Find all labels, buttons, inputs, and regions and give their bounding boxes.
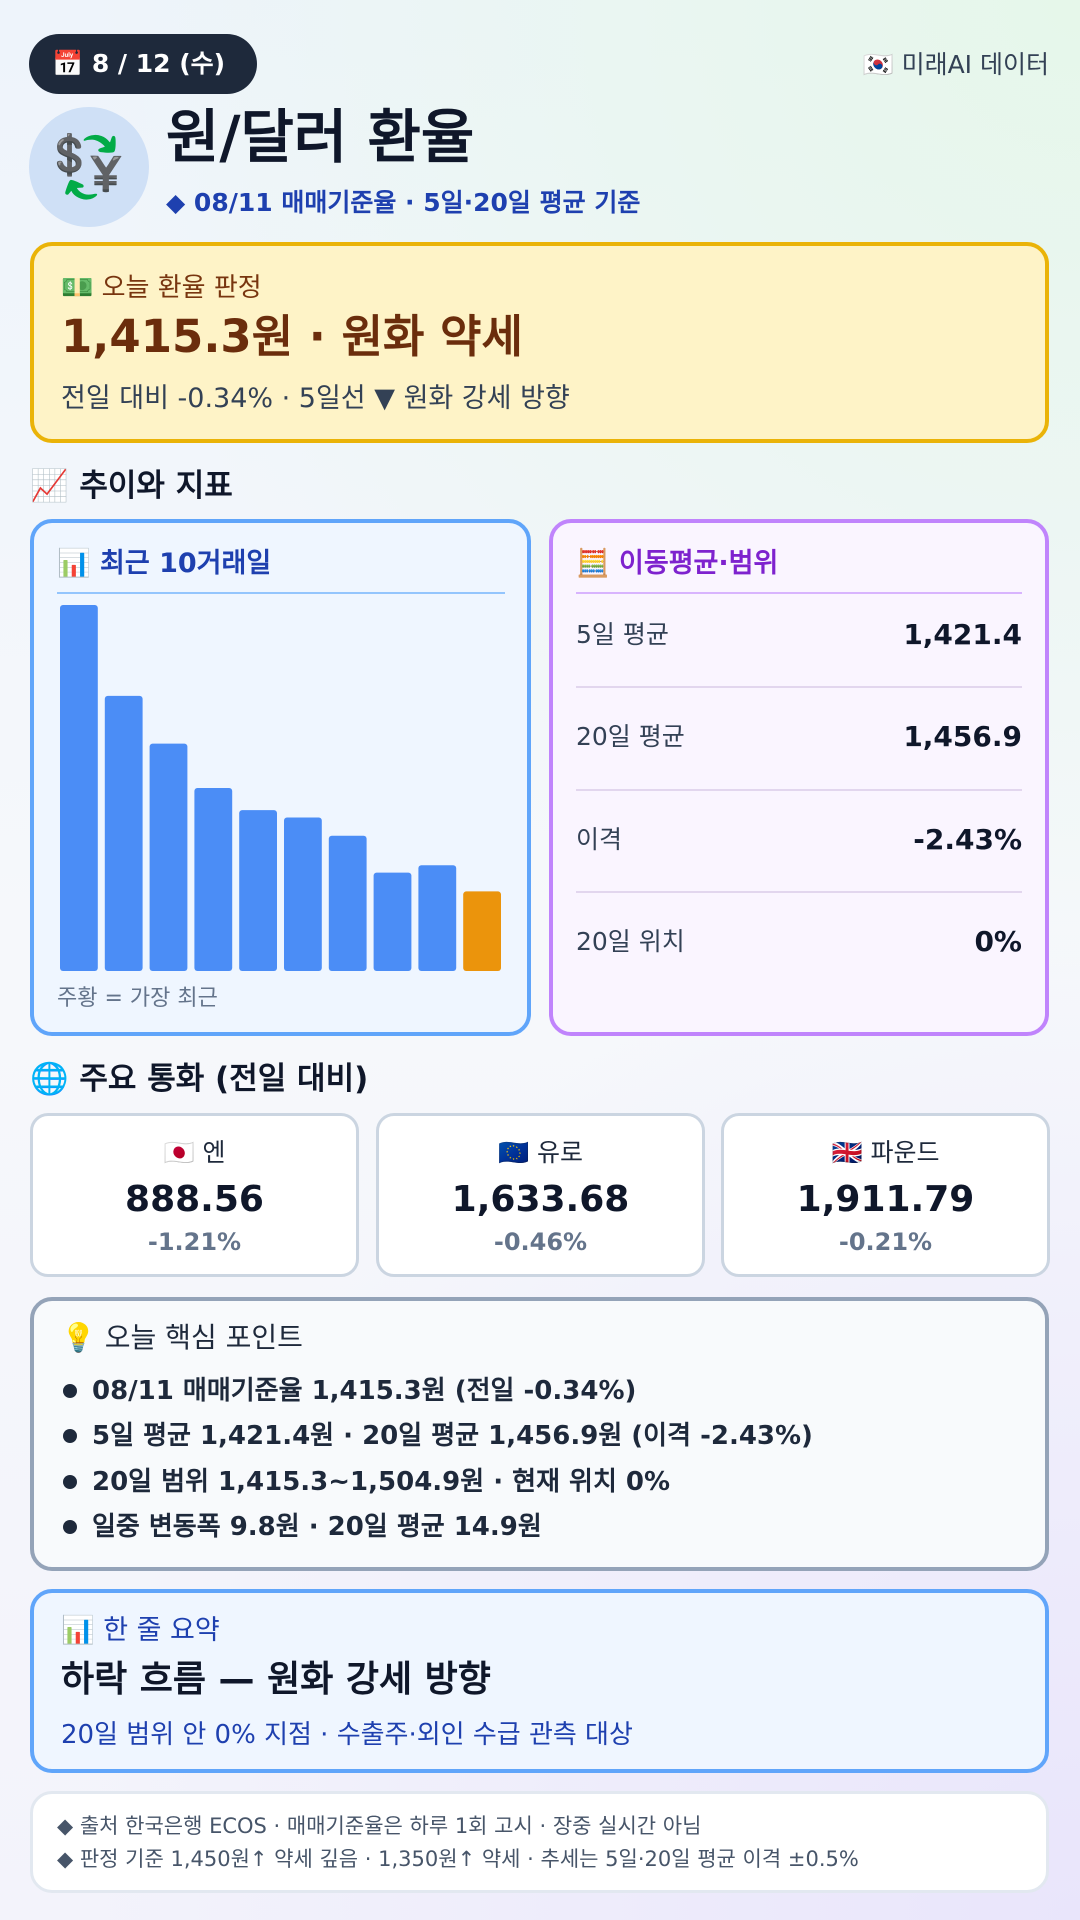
point-text: 08/11 매매기준율 1,415.3원 (전일 -0.34%) <box>92 1376 637 1406</box>
point-text: 5일 평균 1,421.4원 · 20일 평균 1,456.9원 (이격 -2.… <box>92 1421 813 1451</box>
currency-heading: 🌐 주요 통화 (전일 대비) <box>30 1061 369 1097</box>
point-text: 일중 변동폭 9.8원 · 20일 평균 14.9원 <box>92 1512 542 1542</box>
stats-card <box>549 519 1049 1036</box>
chart-title: 📊 최근 10거래일 <box>57 548 272 579</box>
verdict-headline: 1,415.3원 · 원화 약세 <box>61 310 523 363</box>
bar <box>463 891 501 971</box>
source-badge: 🇰🇷 미래AI 데이터 <box>862 50 1050 79</box>
bar <box>104 695 143 971</box>
stat-label: 20일 위치 <box>576 927 685 956</box>
stat-label: 5일 평균 <box>576 620 669 649</box>
bar <box>328 835 367 971</box>
bar <box>60 605 98 971</box>
currency-value: 1,911.79 <box>796 1179 975 1220</box>
title: 원/달러 환율 <box>166 103 475 171</box>
stat-separator <box>576 788 1022 791</box>
footer-card <box>30 1791 1049 1893</box>
currency-change: -1.21% <box>147 1228 242 1256</box>
currency-card <box>30 1113 359 1277</box>
bar <box>239 810 277 971</box>
icon: 💱 <box>51 132 127 202</box>
summary-card <box>30 1589 1049 1773</box>
footer-line: ◆ 출처 한국은행 ECOS · 매매기준율은 하루 1회 고시 · 장중 실시… <box>57 1814 702 1838</box>
stat-separator <box>576 686 1022 688</box>
currency-value: 1,633.68 <box>451 1179 630 1220</box>
currency-name: 🇯🇵 엔 <box>163 1138 226 1167</box>
summary-label: 📊 한 줄 요약 <box>61 1615 220 1646</box>
currency-name: 🇪🇺 유로 <box>497 1138 584 1167</box>
stat-value: 1,421.4 <box>903 618 1022 651</box>
chart-underline <box>57 592 505 594</box>
section-heading: 📈 추이와 지표 <box>30 468 233 504</box>
bar <box>149 743 188 971</box>
stat-label: 20일 평균 <box>576 722 685 751</box>
icon-circle <box>29 107 149 227</box>
point-text: 20일 범위 1,415.3~1,504.9원 · 현재 위치 0% <box>92 1467 671 1497</box>
verdict-label: 💵 오늘 환율 판정 <box>61 273 262 303</box>
currency-card <box>376 1113 705 1277</box>
verdict-card <box>30 242 1049 443</box>
date-pill <box>29 34 257 94</box>
verdict-detail: 전일 대비 -0.34% · 5일선 ▼ 원화 강세 방향 <box>61 383 570 414</box>
stats-underline <box>576 592 1022 594</box>
stat-value: 0% <box>974 925 1022 958</box>
stat-value: 1,456.9 <box>903 720 1022 753</box>
bar <box>194 788 233 971</box>
currency-card <box>721 1113 1050 1277</box>
currency-change: -0.46% <box>493 1228 588 1256</box>
currency-value: 888.56 <box>125 1179 264 1220</box>
currency-name: 🇬🇧 파운드 <box>831 1138 940 1167</box>
stat-label: 이격 <box>576 825 623 854</box>
chart-caption: 주황 = 가장 최근 <box>57 986 218 1011</box>
stat-separator <box>576 891 1022 893</box>
bar-chart <box>60 605 501 971</box>
bullet-dot <box>63 1475 77 1489</box>
bar <box>418 865 457 971</box>
bar <box>284 817 322 971</box>
stat-value: -2.43% <box>913 823 1022 856</box>
summary-detail: 20일 범위 안 0% 지점 · 수출주·외인 수급 관측 대상 <box>61 1720 633 1750</box>
bullet-dot <box>63 1429 77 1443</box>
stats-title: 🧮 이동평균·범위 <box>576 548 779 579</box>
points-heading: 💡 오늘 핵심 포인트 <box>61 1321 303 1354</box>
bar <box>373 872 412 971</box>
currency-change: -0.21% <box>838 1228 933 1256</box>
date: 📅 8 / 12 (수) <box>52 49 226 78</box>
subtitle: ◆ 08/11 매매기준율 · 5일·20일 평균 기준 <box>166 188 641 217</box>
footer-line: ◆ 판정 기준 1,450원↑ 약세 깊음 · 1,350원↑ 약세 · 추세는… <box>57 1847 859 1871</box>
bullet-dot <box>63 1384 77 1398</box>
summary-headline: 하락 흐름 — 원화 강세 방향 <box>61 1659 491 1700</box>
bullet-dot <box>63 1520 77 1534</box>
points-card <box>30 1297 1049 1571</box>
